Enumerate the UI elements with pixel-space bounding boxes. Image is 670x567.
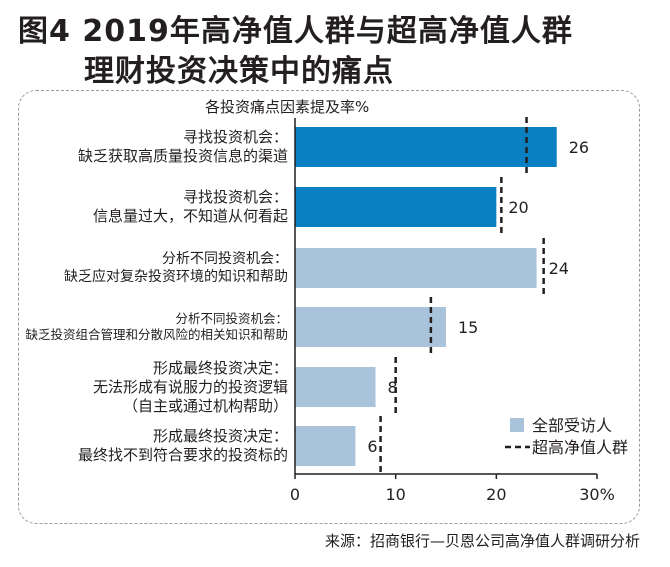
category-label-line: 最终找不到符合要求的投资标的 [77,446,288,464]
chart-title-line2: 理财投资决策中的痛点 [84,54,394,89]
bar-2 [295,187,497,227]
legend-label-all: 全部受访人 [532,416,612,435]
category-label-line: 寻找投资机会： [182,188,288,206]
bar-5 [295,367,376,407]
chart-subtitle: 各投资痛点因素提及率% [205,98,370,116]
category-label-line: 形成最终投资决定： [152,427,288,445]
data-label-6: 6 [367,437,377,456]
category-label-line: （自主或通过机构帮助） [122,396,288,415]
category-label-line: 信息量过大，不知道从何看起 [92,207,288,225]
data-label-4: 15 [458,318,478,337]
category-label-line: 分析不同投资机会： [175,310,288,326]
x-tick-label: 30% [579,485,615,504]
category-label: 分析不同投资机会： 缺乏投资组合管理和分散风险的相关知识和帮助 [25,311,288,344]
category-label: 分析不同投资机会： 缺乏应对复杂投资环境的知识和帮助 [64,250,288,286]
x-tick-label: 0 [290,485,300,504]
category-label-line: 寻找投资机会： [182,128,288,146]
source-note: 来源：招商银行—贝恩公司高净值人群调研分析 [324,532,640,550]
x-tick-label: 20 [486,485,506,504]
chart-title-line1: 图4 2019年高净值人群与超高净值人群 [18,14,573,49]
bar-3 [295,248,537,288]
data-label-1: 26 [569,138,589,157]
data-label-3: 24 [549,259,569,278]
category-label-line: 缺乏投资组合管理和分散风险的相关知识和帮助 [25,327,288,342]
bar-1 [295,127,557,167]
category-label-line: 分析不同投资机会： [162,251,288,267]
data-label-2: 20 [508,198,528,217]
data-label-5: 8 [388,378,398,397]
legend-label-uhnw: 超高净值人群 [532,438,628,457]
chart-frame [18,90,640,524]
category-label: 寻找投资机会： 信息量过大，不知道从何看起 [93,188,288,226]
category-label-line: 无法形成有说服力的投资逻辑 [92,377,288,396]
bar-6 [295,426,356,466]
category-label: 形成最终投资决定： 无法形成有说服力的投资逻辑 （自主或通过机构帮助） [93,359,288,416]
category-label-line: 形成最终投资决定： [152,358,288,377]
legend-swatch-all [510,418,524,432]
category-label-line: 缺乏应对复杂投资环境的知识和帮助 [64,269,288,285]
x-tick-label: 10 [385,485,405,504]
category-label: 形成最终投资决定： 最终找不到符合要求的投资标的 [78,427,288,465]
bar-4 [295,307,446,347]
category-label-line: 缺乏获取高质量投资信息的渠道 [77,147,288,165]
category-label: 寻找投资机会： 缺乏获取高质量投资信息的渠道 [78,128,288,166]
